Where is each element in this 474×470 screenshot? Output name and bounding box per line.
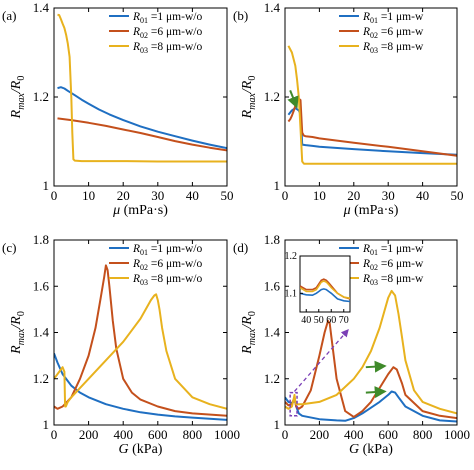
series-line-R01 — [285, 390, 457, 423]
y-tick-label: 1 — [274, 178, 281, 193]
y-tick-label: 1.2 — [264, 371, 280, 386]
y-axis-label: Rmax/R0 — [9, 76, 27, 120]
x-tick-label: 800 — [413, 427, 433, 442]
series-line-R01 — [287, 107, 457, 156]
x-tick-label: 20 — [117, 188, 130, 203]
inset-line-R03 — [300, 280, 350, 299]
green-arrow — [365, 360, 387, 373]
series-group — [285, 289, 457, 423]
legend-label-R03: R03 =8 μm-w/o — [132, 41, 202, 55]
panel-1: 0 10 20 30 40 50 1 1.2 1.4 μ (mPa·s) Rmax/R0 (b) R01… — [233, 0, 464, 218]
inset: 40 50 60 70 1.1 1.2 — [285, 251, 351, 326]
series-line-R03 — [54, 293, 227, 410]
x-tick-label: 20 — [347, 188, 360, 203]
y-tick-label: 1.8 — [33, 232, 49, 247]
x-axis-label: G (kPa) — [349, 442, 393, 457]
x-tick-label: 1000 — [444, 427, 470, 442]
x-tick-label: 10 — [313, 188, 326, 203]
y-axis-label: Rmax/R0 — [240, 76, 258, 120]
x-tick-label: 600 — [148, 427, 168, 442]
y-tick-label: 1.8 — [264, 232, 280, 247]
y-tick-label: 1.4 — [264, 325, 281, 340]
x-tick-label: 0 — [282, 427, 289, 442]
y-tick-label: 1 — [43, 178, 50, 193]
y-tick-label: 1.2 — [33, 89, 49, 104]
panel-label: (a) — [2, 8, 16, 23]
legend-label-R01: R01 =1 μm-w/o — [132, 243, 202, 257]
series-line-R03 — [285, 289, 457, 415]
y-tick-label: 1.6 — [33, 278, 50, 293]
inset-pointer-arrow — [293, 329, 349, 392]
legend-label-R01: R01 =1 μm-w — [362, 11, 424, 25]
inset-frame — [299, 255, 351, 313]
x-tick-label: 0 — [282, 188, 289, 203]
panel-label: (d) — [233, 240, 248, 255]
legend-label-R03: R03 =8 μm-w — [362, 41, 424, 55]
series-group — [57, 13, 227, 163]
y-tick-label: 1 — [43, 417, 50, 432]
x-tick-label: 200 — [79, 427, 99, 442]
x-tick-label: 400 — [113, 427, 133, 442]
inset-y-tick-label: 1.2 — [285, 251, 298, 262]
x-tick-label: 0 — [51, 188, 58, 203]
y-axis-label: Rmax/R0 — [240, 311, 258, 355]
x-tick-label: 50 — [221, 188, 234, 203]
x-tick-label: 40 — [186, 188, 199, 203]
y-tick-label: 1.4 — [33, 325, 50, 340]
x-tick-label: 50 — [451, 188, 464, 203]
y-tick-label: 1.4 — [33, 0, 50, 15]
y-tick-label: 1.6 — [264, 278, 281, 293]
x-tick-label: 10 — [82, 188, 95, 203]
x-tick-label: 600 — [378, 427, 398, 442]
series-line-R01 — [57, 86, 227, 150]
x-axis-label: G (kPa) — [119, 442, 163, 457]
x-axis-label: μ (mPa·s) — [112, 203, 168, 218]
legend-label-R01: R01 =1 μm-w/o — [132, 11, 202, 25]
inset-line-R01 — [300, 288, 350, 303]
x-tick-label: 30 — [382, 188, 395, 203]
series-line-R02 — [287, 97, 457, 157]
panel-label: (b) — [233, 8, 248, 23]
x-tick-label: 400 — [344, 427, 364, 442]
legend-label-R01: R01 =1 μm-w — [362, 243, 424, 257]
y-tick-label: 1 — [274, 417, 281, 432]
panel-2: 0 200 400 600 800 1000 1 1.2 1.4 1.6 1.8 G (kPa) Rma… — [2, 232, 240, 457]
legend-label-R02: R02 =6 μm-w — [362, 258, 424, 272]
series-line-R02 — [57, 117, 227, 152]
series-group — [287, 45, 457, 165]
series-group — [54, 264, 227, 421]
x-tick-label: 0 — [51, 427, 58, 442]
inset-x-tick-label: 50 — [314, 315, 324, 326]
series-line-R02 — [54, 264, 227, 417]
x-tick-label: 40 — [416, 188, 429, 203]
panel-0: 0 10 20 30 40 50 1 1.2 1.4 μ (mPa·s) Rmax/R0 (a) R01… — [2, 0, 234, 218]
y-tick-label: 1.2 — [33, 371, 49, 386]
legend-label-R02: R02 =6 μm-w/o — [132, 26, 202, 40]
x-axis-label: μ (mPa·s) — [343, 203, 399, 218]
inset-x-tick-label: 70 — [339, 315, 349, 326]
legend-label-R03: R03 =8 μm-w/o — [132, 273, 202, 287]
x-tick-label: 30 — [151, 188, 164, 203]
panel-label: (c) — [2, 240, 16, 255]
panel-3: 0 200 400 600 800 1000 1 1.2 1.4 1.6 1.8 G (kPa) Rma… — [233, 232, 470, 457]
legend-label-R03: R03 =8 μm-w — [362, 273, 424, 287]
x-tick-label: 1000 — [214, 427, 240, 442]
green-arrow — [287, 89, 299, 109]
series-line-R03 — [57, 13, 227, 163]
legend-label-R02: R02 =6 μm-w/o — [132, 258, 202, 272]
legend-label-R02: R02 =6 μm-w — [362, 26, 424, 40]
y-axis-label: Rmax/R0 — [9, 311, 27, 355]
green-arrow — [365, 386, 387, 399]
y-tick-label: 1.2 — [264, 89, 280, 104]
inset-y-tick-label: 1.1 — [285, 288, 298, 299]
inset-x-tick-label: 40 — [301, 315, 311, 326]
x-tick-label: 800 — [183, 427, 203, 442]
x-tick-label: 200 — [310, 427, 330, 442]
series-line-R03 — [287, 45, 457, 165]
y-tick-label: 1.4 — [264, 0, 281, 15]
inset-x-tick-label: 60 — [326, 315, 336, 326]
